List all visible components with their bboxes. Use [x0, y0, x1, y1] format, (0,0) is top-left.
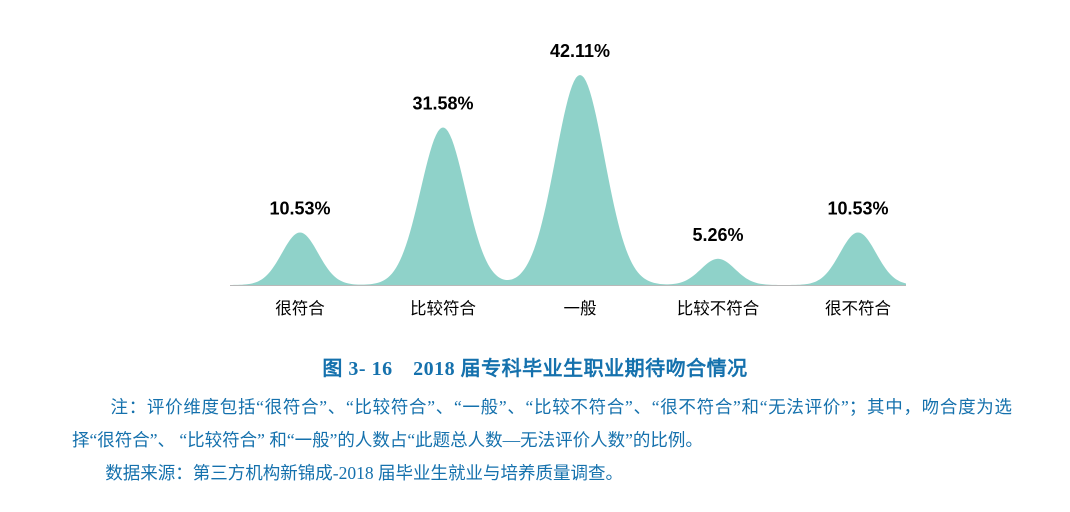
category-label: 很符合 — [275, 299, 325, 318]
value-label: 10.53% — [269, 199, 330, 219]
category-label: 比较符合 — [410, 299, 476, 318]
category-label: 一般 — [564, 299, 597, 318]
note-text: 注：评价维度包括“很符合”、“比较符合”、“一般”、“比较不符合”、“很不符合”… — [72, 397, 1012, 450]
value-label: 42.11% — [550, 41, 610, 61]
peaks-area — [230, 75, 906, 285]
value-label: 31.58% — [412, 94, 473, 114]
figure-caption: 图 3- 16 2018 届专科毕业生职业期待吻合情况 — [322, 358, 748, 380]
category-label: 比较不符合 — [677, 299, 760, 318]
expectation-fit-chart: 10.53% 31.58% 42.11% 5.26% 10.53% 很符合 比较符合 一般 比较… — [230, 41, 906, 318]
source-text: 数据来源：第三方机构新锦成-2018 届毕业生就业与培养质量调查。 — [105, 463, 623, 483]
chart-canvas: 10.53% 31.58% 42.11% 5.26% 10.53% 很符合 比较符合 一般 比较… — [230, 41, 906, 318]
value-label: 10.53% — [827, 199, 888, 219]
category-label: 很不符合 — [825, 299, 891, 318]
value-label: 5.26% — [692, 225, 743, 245]
